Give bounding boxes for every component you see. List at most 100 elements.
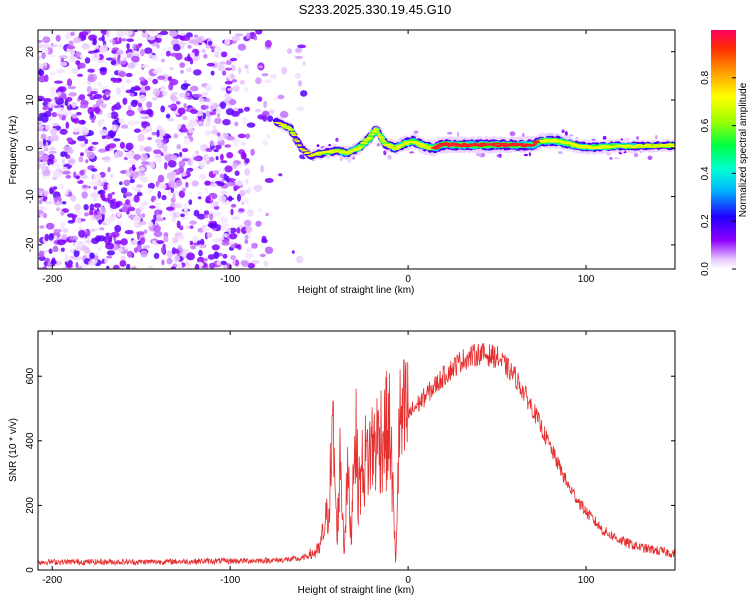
noise-blob: [43, 65, 47, 70]
noise-blob: [247, 209, 254, 217]
noise-blob: [148, 30, 158, 34]
noise-blob: [127, 206, 136, 212]
noise-blob: [209, 140, 214, 147]
noise-blob: [259, 253, 266, 258]
noise-blob: [113, 152, 119, 159]
noise-blob: [245, 253, 252, 260]
noise-blob: [62, 170, 71, 175]
noise-blob: [76, 217, 83, 224]
noise-blob: [131, 266, 137, 269]
noise-blob: [59, 183, 64, 190]
noise-blob: [192, 93, 202, 98]
noise-blob: [78, 94, 86, 101]
noise-blob: [38, 154, 42, 162]
noise-blob: [81, 191, 88, 199]
noise-blob: [38, 188, 44, 196]
signal-track-mark: [317, 153, 323, 155]
noise-blob: [113, 53, 119, 59]
noise-blob: [217, 135, 223, 142]
noise-blob: [84, 212, 89, 217]
noise-blob: [264, 40, 272, 48]
noise-blob: [231, 64, 236, 72]
noise-blob: [118, 71, 127, 78]
noise-blob: [204, 214, 209, 219]
signal-track-mark: [433, 147, 440, 150]
noise-blob: [168, 30, 178, 37]
noise-blob: [212, 238, 222, 243]
noise-blob: [147, 53, 153, 58]
noise-blob: [240, 141, 246, 146]
noise-blob: [119, 260, 127, 267]
noise-blob: [173, 254, 180, 263]
noise-blob: [190, 109, 199, 114]
noise-blob: [140, 237, 146, 245]
noise-blob: [99, 129, 108, 136]
noise-blob: [110, 173, 114, 179]
noise-blob: [281, 67, 288, 75]
noise-blob: [238, 67, 242, 75]
noise-blob: [38, 121, 42, 126]
noise-blob: [201, 48, 206, 54]
noise-blob: [108, 235, 113, 243]
noise-blob: [181, 127, 188, 132]
noise-blob: [44, 257, 51, 263]
noise-blob: [99, 67, 108, 72]
noise-blob: [188, 39, 197, 44]
noise-blob: [133, 194, 140, 203]
noise-blob: [194, 34, 198, 38]
snr-x-tick-label: -200: [42, 575, 62, 586]
noise-blob: [262, 139, 269, 146]
noise-blob: [165, 50, 171, 57]
signal-track-mark: [341, 150, 347, 152]
noise-blob: [222, 233, 228, 238]
noise-blob: [88, 259, 97, 266]
noise-blob: [106, 255, 113, 259]
noise-blob: [61, 234, 68, 240]
noise-blob: [302, 61, 306, 66]
noise-blob: [42, 198, 47, 202]
noise-blob: [244, 198, 249, 205]
noise-blob: [121, 38, 127, 42]
noise-blob: [79, 54, 84, 59]
noise-blob: [246, 247, 253, 253]
noise-blob: [152, 88, 161, 97]
noise-blob: [244, 234, 249, 241]
noise-blob: [227, 182, 236, 187]
noise-blob: [104, 218, 112, 226]
noise-blob: [56, 207, 61, 212]
noise-blob: [188, 134, 192, 140]
noise-blob: [228, 195, 233, 202]
noise-blob: [226, 55, 232, 60]
noise-blob: [185, 169, 191, 176]
noise-blob: [106, 31, 110, 38]
noise-blob: [210, 70, 215, 76]
noise-blob: [117, 247, 124, 253]
noise-blob: [90, 180, 100, 187]
noise-blob: [277, 94, 285, 100]
noise-blob: [216, 132, 221, 137]
noise-blob: [141, 213, 146, 219]
noise-blob: [125, 72, 133, 78]
noise-blob: [169, 78, 179, 86]
noise-blob: [62, 228, 69, 233]
noise-blob: [56, 239, 66, 246]
noise-blob: [166, 172, 176, 181]
signal-track-mark: [295, 144, 303, 146]
signal-halo-blob: [609, 157, 613, 160]
noise-blob: [41, 161, 48, 166]
noise-blob: [217, 64, 224, 72]
noise-blob: [132, 171, 139, 179]
noise-blob: [180, 30, 185, 36]
noise-blob: [89, 203, 94, 211]
noise-blob: [45, 200, 54, 205]
noise-blob: [125, 151, 135, 159]
noise-blob: [193, 156, 201, 161]
noise-blob: [225, 60, 232, 65]
noise-blob: [154, 209, 163, 216]
noise-blob: [47, 261, 52, 268]
noise-blob: [182, 36, 191, 41]
noise-blob: [65, 264, 73, 269]
noise-blob: [263, 260, 269, 268]
noise-blob: [83, 204, 89, 211]
noise-blob: [183, 103, 187, 109]
